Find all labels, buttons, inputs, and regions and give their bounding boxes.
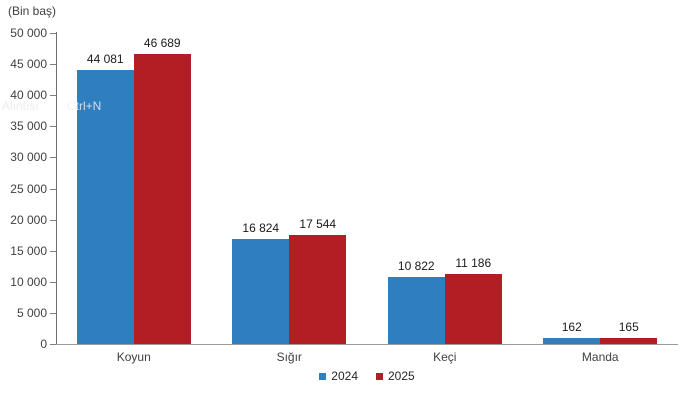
x-axis-line xyxy=(56,344,678,345)
legend-label-2025: 2025 xyxy=(388,369,415,383)
legend-item-2024: 2024 xyxy=(319,369,358,383)
bar-2024-keçi xyxy=(387,276,445,344)
bar-2024-manda xyxy=(543,338,601,344)
legend-label-2024: 2024 xyxy=(331,369,358,383)
legend-swatch-2024 xyxy=(319,372,327,380)
y-tick-mark xyxy=(50,344,56,345)
y-tick-label: 10 000 xyxy=(10,274,47,289)
y-tick-label: 35 000 xyxy=(10,119,47,134)
x-axis-category-label: Koyun xyxy=(116,350,151,364)
bar-value-label: 11 186 xyxy=(455,256,492,271)
bar-2025-keçi xyxy=(444,274,502,344)
y-axis-unit-label: (Bin baş) xyxy=(8,4,57,18)
y-tick-mark xyxy=(50,33,56,34)
y-tick-label: 40 000 xyxy=(10,88,47,103)
x-axis-category-label: Sığır xyxy=(276,350,302,364)
legend-item-2025: 2025 xyxy=(376,369,415,383)
y-axis-line xyxy=(56,32,57,344)
bar-2025-koyun xyxy=(133,53,191,344)
y-tick-label: 15 000 xyxy=(10,243,47,258)
bar-2024-sığır xyxy=(232,239,290,344)
y-tick-label: 5 000 xyxy=(16,305,47,320)
bar-2025-sığır xyxy=(289,234,347,344)
y-tick-label: 25 000 xyxy=(10,181,47,196)
y-tick-mark xyxy=(50,95,56,97)
y-tick-label: 45 000 xyxy=(10,57,47,72)
y-tick-mark xyxy=(50,250,56,252)
bar-value-label: 16 824 xyxy=(242,221,280,236)
y-tick-mark xyxy=(50,312,56,314)
bar-value-label: 10 822 xyxy=(397,258,435,273)
bar-2025-manda xyxy=(600,338,658,344)
bar-2024-koyun xyxy=(76,69,134,344)
bar-value-label: 162 xyxy=(561,320,582,334)
bar-value-label: 17 544 xyxy=(299,216,337,231)
y-tick-mark xyxy=(50,219,56,221)
bar-value-label: 44 081 xyxy=(86,51,124,66)
x-axis-category-label: Manda xyxy=(581,350,619,364)
y-tick-label: 50 000 xyxy=(10,26,47,40)
y-tick-mark xyxy=(50,188,56,190)
legend-swatch-2025 xyxy=(376,372,383,380)
legend: 2024 2025 xyxy=(56,369,678,383)
y-tick-mark xyxy=(50,157,56,159)
bar-value-label: 165 xyxy=(618,320,639,334)
y-tick-mark xyxy=(50,126,56,128)
y-tick-mark xyxy=(50,281,56,283)
y-tick-mark xyxy=(50,64,56,66)
y-tick-label: 20 000 xyxy=(10,212,47,227)
y-tick-label: 30 000 xyxy=(10,150,47,165)
y-tick-label: 0 xyxy=(40,337,47,351)
bar-value-label: 46 689 xyxy=(143,35,181,50)
x-axis-category-label: Keçi xyxy=(433,350,457,364)
